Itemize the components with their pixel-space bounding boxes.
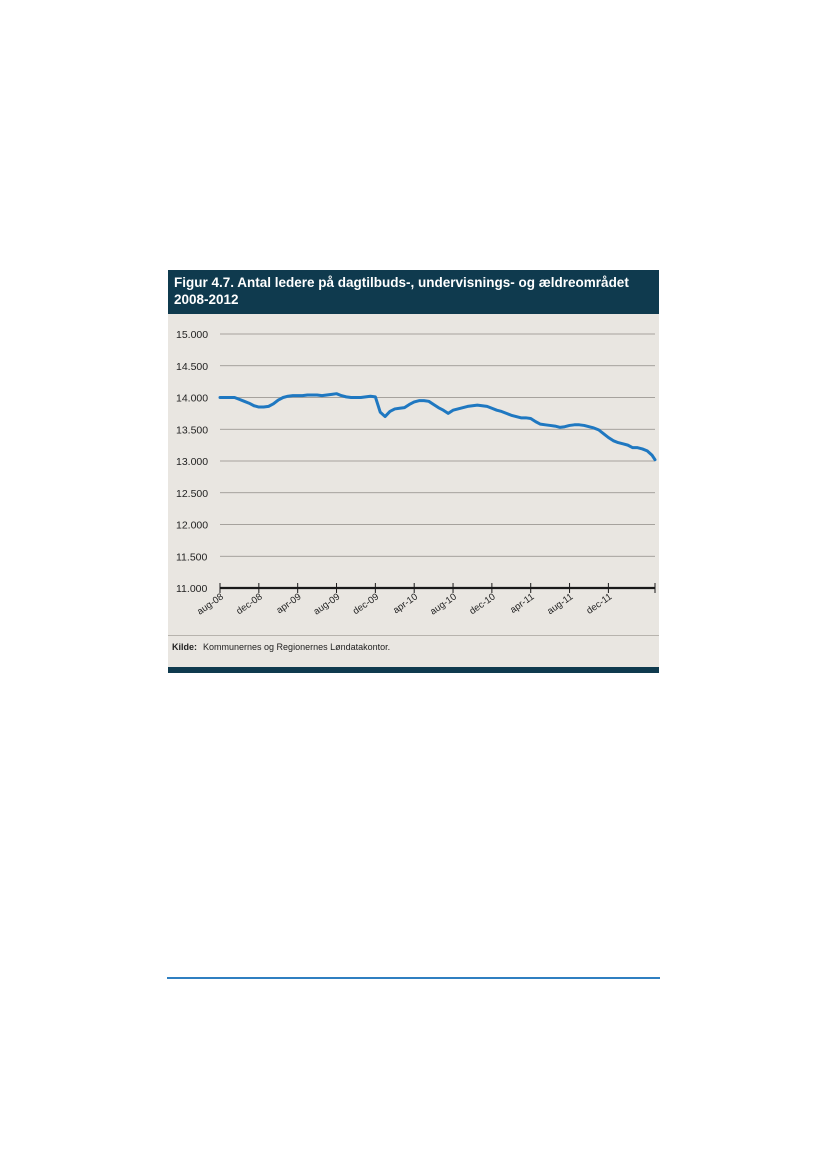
y-tick-label: 13.500 xyxy=(176,424,208,436)
x-tick-label: aug-09 xyxy=(312,591,343,617)
figure-header: Figur 4.7. Antal ledere på dagtilbuds-, … xyxy=(168,270,659,314)
y-tick-label: 14.000 xyxy=(176,393,208,405)
x-tick-label: aug-08 xyxy=(195,591,226,617)
y-tick-label: 15.000 xyxy=(176,329,208,341)
x-tick-label: aug-11 xyxy=(545,591,575,617)
x-tick-label: dec-08 xyxy=(234,591,264,617)
x-tick-label: apr-11 xyxy=(508,591,536,615)
source-text: Kommunernes og Regionernes Løndatakontor… xyxy=(203,642,391,652)
figure-bottom-bar xyxy=(168,667,659,673)
chart-gridlines xyxy=(220,333,655,557)
x-tick-label: aug-10 xyxy=(428,591,459,617)
y-tick-label: 14.500 xyxy=(176,361,208,373)
y-tick-label: 11.000 xyxy=(176,583,207,595)
page-footer-rule xyxy=(167,977,660,979)
y-tick-label: 13.000 xyxy=(176,456,208,468)
x-tick-label: dec-11 xyxy=(585,591,615,616)
y-tick-label: 11.500 xyxy=(176,551,207,563)
x-axis-tick-labels: aug-08 dec-08 apr-09 aug-09 dec-09 apr-10 aug-… xyxy=(195,591,614,617)
y-axis-tick-labels: 15.000 14.500 14.000 13.500 13.000 12.500 12.0… xyxy=(176,329,208,595)
x-tick-label: dec-10 xyxy=(467,591,497,617)
source-label: Kilde: xyxy=(172,642,198,652)
x-tick-label: dec-09 xyxy=(351,591,381,617)
figure-title-line2: 2008-2012 xyxy=(174,292,239,307)
x-axis xyxy=(219,583,656,593)
line-chart: 15.000 14.500 14.000 13.500 13.000 12.500 12.0… xyxy=(176,329,657,617)
x-tick-label: apr-10 xyxy=(391,591,420,616)
series-line xyxy=(218,392,657,462)
y-tick-label: 12.000 xyxy=(176,520,208,532)
y-tick-label: 12.500 xyxy=(176,488,208,500)
figure-panel: Figur 4.7. Antal ledere på dagtilbuds-, … xyxy=(168,270,659,673)
x-tick-label: apr-09 xyxy=(275,591,304,616)
source-note: Kilde: Kommunernes og Regionernes Løndata… xyxy=(168,635,659,667)
figure-title-line1: Figur 4.7. Antal ledere på dagtilbuds-, … xyxy=(174,275,629,290)
